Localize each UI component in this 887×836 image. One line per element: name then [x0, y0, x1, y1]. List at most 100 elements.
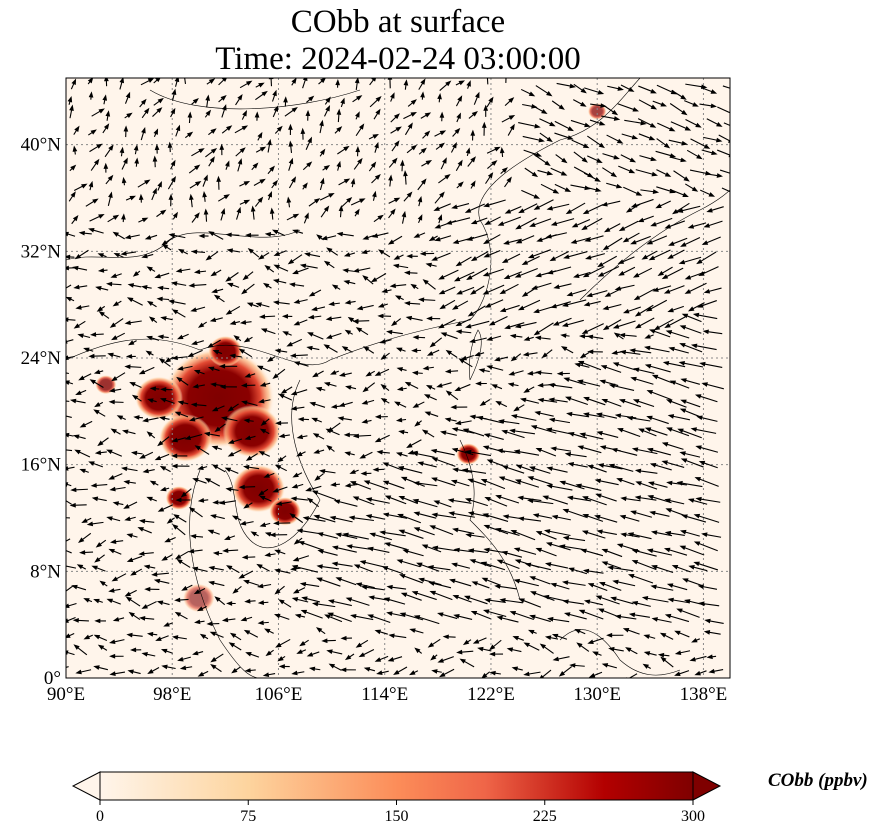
- wind-arrow: [433, 500, 440, 505]
- wind-arrow: [374, 173, 381, 180]
- wind-arrow: [668, 126, 676, 132]
- wind-arrow: [553, 284, 560, 290]
- wind-arrow: [88, 461, 95, 466]
- wind-arrow: [370, 277, 378, 283]
- wind-arrow: [191, 566, 199, 572]
- wind-arrow: [573, 273, 580, 278]
- wind-arrow: [469, 559, 476, 564]
- wind-arrow: [218, 500, 226, 505]
- wind-arrow: [521, 291, 529, 297]
- wind-arrow: [703, 288, 711, 294]
- wind-arrow: [287, 259, 295, 265]
- wind-arrow: [355, 111, 360, 118]
- wind-arrow: [144, 586, 151, 592]
- wind-arrow: [377, 303, 385, 308]
- wind-arrow: [327, 427, 334, 433]
- wind-arrow: [274, 568, 281, 574]
- wind-arrow: [549, 256, 557, 262]
- wind-arrow: [650, 530, 658, 536]
- wind-arrow: [395, 126, 402, 132]
- wind-arrow: [698, 460, 706, 466]
- wind-arrow: [164, 357, 172, 363]
- wind-arrow: [679, 545, 686, 551]
- wind-arrow: [433, 206, 440, 211]
- wind-arrow: [439, 304, 446, 310]
- wind-arrow: [59, 548, 66, 553]
- wind-arrow: [467, 311, 475, 317]
- wind-arrow: [489, 651, 496, 657]
- wind-arrow: [291, 483, 299, 489]
- wind-arrow: [359, 198, 366, 204]
- wind-arrow: [388, 633, 395, 639]
- wind-arrow: [608, 646, 615, 652]
- wind-arrow: [208, 78, 216, 84]
- wind-arrow: [171, 635, 179, 640]
- wind-arrow: [495, 494, 502, 500]
- wind-arrow: [66, 466, 69, 471]
- wind-arrow: [564, 452, 572, 457]
- wind-arrow: [190, 307, 197, 312]
- wind-arrow: [428, 581, 435, 586]
- wind-arrow: [128, 611, 135, 618]
- wind-arrow: [293, 320, 301, 326]
- wind-arrow: [483, 252, 490, 258]
- wind-arrow: [177, 248, 185, 254]
- wind-arrow: [93, 665, 100, 670]
- wind-arrow: [708, 192, 716, 197]
- wind-arrow: [663, 142, 671, 149]
- wind-arrow: [70, 487, 77, 493]
- wind-arrow: [130, 570, 137, 576]
- wind-arrow: [299, 641, 306, 647]
- wind-arrow: [88, 228, 95, 233]
- wind-arrow: [523, 336, 531, 341]
- wind-arrow: [618, 226, 626, 232]
- wind-arrow: [630, 376, 637, 382]
- wind-arrow: [69, 104, 74, 111]
- wind-arrow: [426, 351, 434, 356]
- wind-arrow: [489, 670, 496, 676]
- wind-arrow: [648, 255, 656, 261]
- wind-arrow: [273, 105, 279, 112]
- wind-arrow: [171, 463, 178, 469]
- wind-arrow: [274, 588, 281, 595]
- wind-arrow: [66, 633, 71, 638]
- wind-arrow: [680, 157, 687, 163]
- wind-arrow: [579, 432, 586, 438]
- wind-arrow: [137, 527, 144, 532]
- wind-arrow: [211, 445, 219, 451]
- wind-arrow: [355, 582, 363, 588]
- wind-arrow: [470, 256, 478, 262]
- wind-arrow: [450, 404, 457, 410]
- wind-arrow: [389, 283, 396, 289]
- wind-arrow: [617, 428, 624, 433]
- wind-arrow: [611, 447, 618, 453]
- wind-arrow: [532, 513, 540, 518]
- wind-arrow: [431, 669, 438, 674]
- wind-arrow: [109, 671, 116, 676]
- wind-arrow: [340, 635, 347, 641]
- wind-arrow: [478, 368, 485, 373]
- wind-arrow: [273, 251, 281, 256]
- wind-arrow: [112, 214, 120, 220]
- wind-arrow: [374, 629, 382, 635]
- wind-arrow: [242, 110, 247, 117]
- wind-arrow: [664, 530, 672, 536]
- wind-arrow: [330, 404, 338, 409]
- wind-arrow: [517, 495, 524, 501]
- wind-arrow: [94, 450, 102, 455]
- wind-arrow: [616, 543, 624, 549]
- wind-arrow: [93, 409, 100, 415]
- wind-arrow: [121, 466, 128, 472]
- wind-arrow: [141, 126, 146, 134]
- wind-arrow: [226, 601, 233, 606]
- wind-arrow: [642, 663, 649, 669]
- wind-arrow: [394, 401, 401, 407]
- wind-arrow: [308, 95, 315, 102]
- wind-arrow: [205, 109, 212, 116]
- wind-arrow: [536, 237, 543, 242]
- wind-arrow: [517, 516, 525, 522]
- wind-arrow: [297, 416, 304, 422]
- wind-arrow: [542, 594, 550, 600]
- wind-arrow: [278, 393, 285, 399]
- wind-arrow: [244, 668, 251, 673]
